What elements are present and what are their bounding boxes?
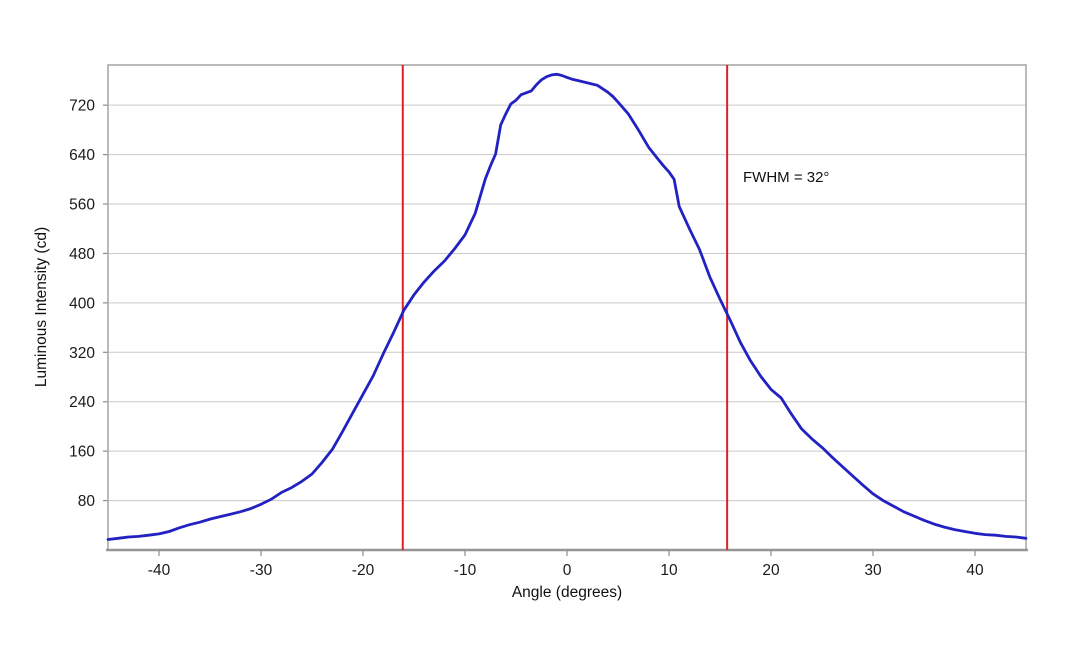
y-tick-label: 160 bbox=[69, 444, 95, 461]
x-tick-label: 30 bbox=[864, 562, 882, 579]
x-tick-label: -40 bbox=[148, 562, 171, 579]
x-tick-label: 10 bbox=[660, 562, 678, 579]
y-tick-label: 560 bbox=[69, 197, 95, 214]
x-tick-label: -20 bbox=[352, 562, 375, 579]
y-tick-label: 720 bbox=[69, 98, 95, 115]
y-axis-title: Luminous Intensity (cd) bbox=[33, 226, 50, 388]
y-tick-label: 640 bbox=[69, 147, 95, 164]
x-axis-title: Angle (degrees) bbox=[511, 584, 623, 601]
y-tick-label: 400 bbox=[69, 295, 95, 312]
y-tick-label: 80 bbox=[78, 493, 96, 510]
y-tick-label: 320 bbox=[69, 345, 95, 362]
x-tick-label: 20 bbox=[762, 562, 780, 579]
x-tick-label: -10 bbox=[454, 562, 477, 579]
y-tick-label: 480 bbox=[69, 246, 95, 263]
intensity-curve bbox=[106, 72, 1028, 541]
x-tick-label: 0 bbox=[563, 562, 572, 579]
x-tick-label: -30 bbox=[250, 562, 273, 579]
plot-frame bbox=[107, 64, 1027, 551]
fwhm-annotation: FWHM = 32° bbox=[743, 169, 830, 186]
x-tick-label: 40 bbox=[966, 562, 984, 579]
y-tick-label: 240 bbox=[69, 394, 95, 411]
